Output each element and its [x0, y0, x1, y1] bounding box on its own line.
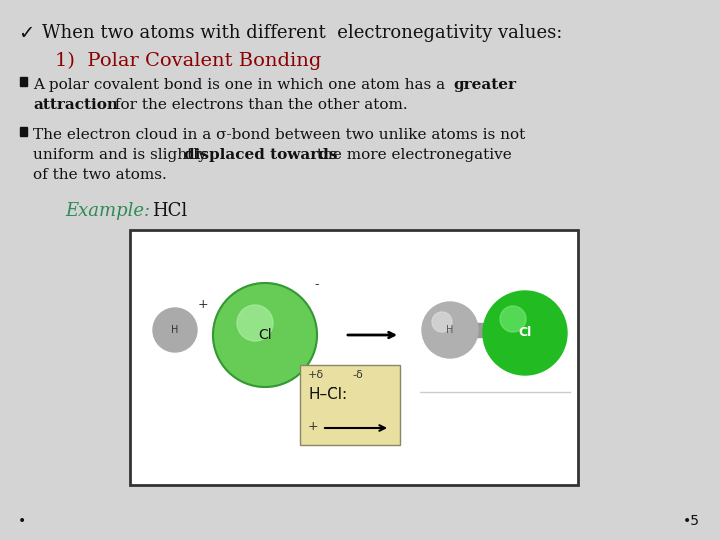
Text: the more electronegative: the more electronegative — [312, 148, 512, 162]
Circle shape — [213, 283, 317, 387]
Text: H: H — [171, 325, 179, 335]
Text: 1)  Polar Covalent Bonding: 1) Polar Covalent Bonding — [55, 52, 321, 70]
Text: ✓: ✓ — [18, 24, 35, 43]
Text: H–C̈l:: H–C̈l: — [308, 387, 347, 402]
Text: Example:: Example: — [65, 202, 150, 220]
Circle shape — [483, 291, 567, 375]
Text: •5: •5 — [683, 514, 700, 528]
Bar — [130, 230, 578, 485]
Text: When two atoms with different  electronegativity values:: When two atoms with different electroneg… — [42, 24, 562, 42]
Text: Cl: Cl — [518, 327, 531, 340]
Text: +δ: +δ — [308, 370, 324, 380]
Text: of the two atoms.: of the two atoms. — [33, 168, 167, 182]
Bar — [300, 365, 400, 445]
Text: -δ: -δ — [352, 370, 363, 380]
Text: A polar covalent bond is one in which one atom has a: A polar covalent bond is one in which on… — [33, 78, 450, 92]
Text: H: H — [446, 325, 454, 335]
Text: +: + — [308, 421, 319, 434]
Text: HCl: HCl — [152, 202, 187, 220]
Text: Cl: Cl — [258, 328, 272, 342]
Text: -: - — [315, 279, 319, 292]
Bar — [476, 323, 498, 337]
Text: attraction: attraction — [33, 98, 118, 112]
Circle shape — [500, 306, 526, 332]
Circle shape — [422, 302, 478, 358]
Text: •: • — [18, 514, 26, 528]
Text: +: + — [198, 299, 208, 312]
Bar — [20, 77, 27, 86]
Circle shape — [153, 308, 197, 352]
Circle shape — [432, 312, 452, 332]
Circle shape — [237, 305, 273, 341]
Text: uniform and is slightly: uniform and is slightly — [33, 148, 212, 162]
Text: greater: greater — [453, 78, 516, 92]
Text: displaced towards: displaced towards — [184, 148, 338, 162]
Text: for the electrons than the other atom.: for the electrons than the other atom. — [110, 98, 408, 112]
Text: The electron cloud in a σ-bond between two unlike atoms is not: The electron cloud in a σ-bond between t… — [33, 128, 526, 142]
Bar — [20, 127, 27, 136]
